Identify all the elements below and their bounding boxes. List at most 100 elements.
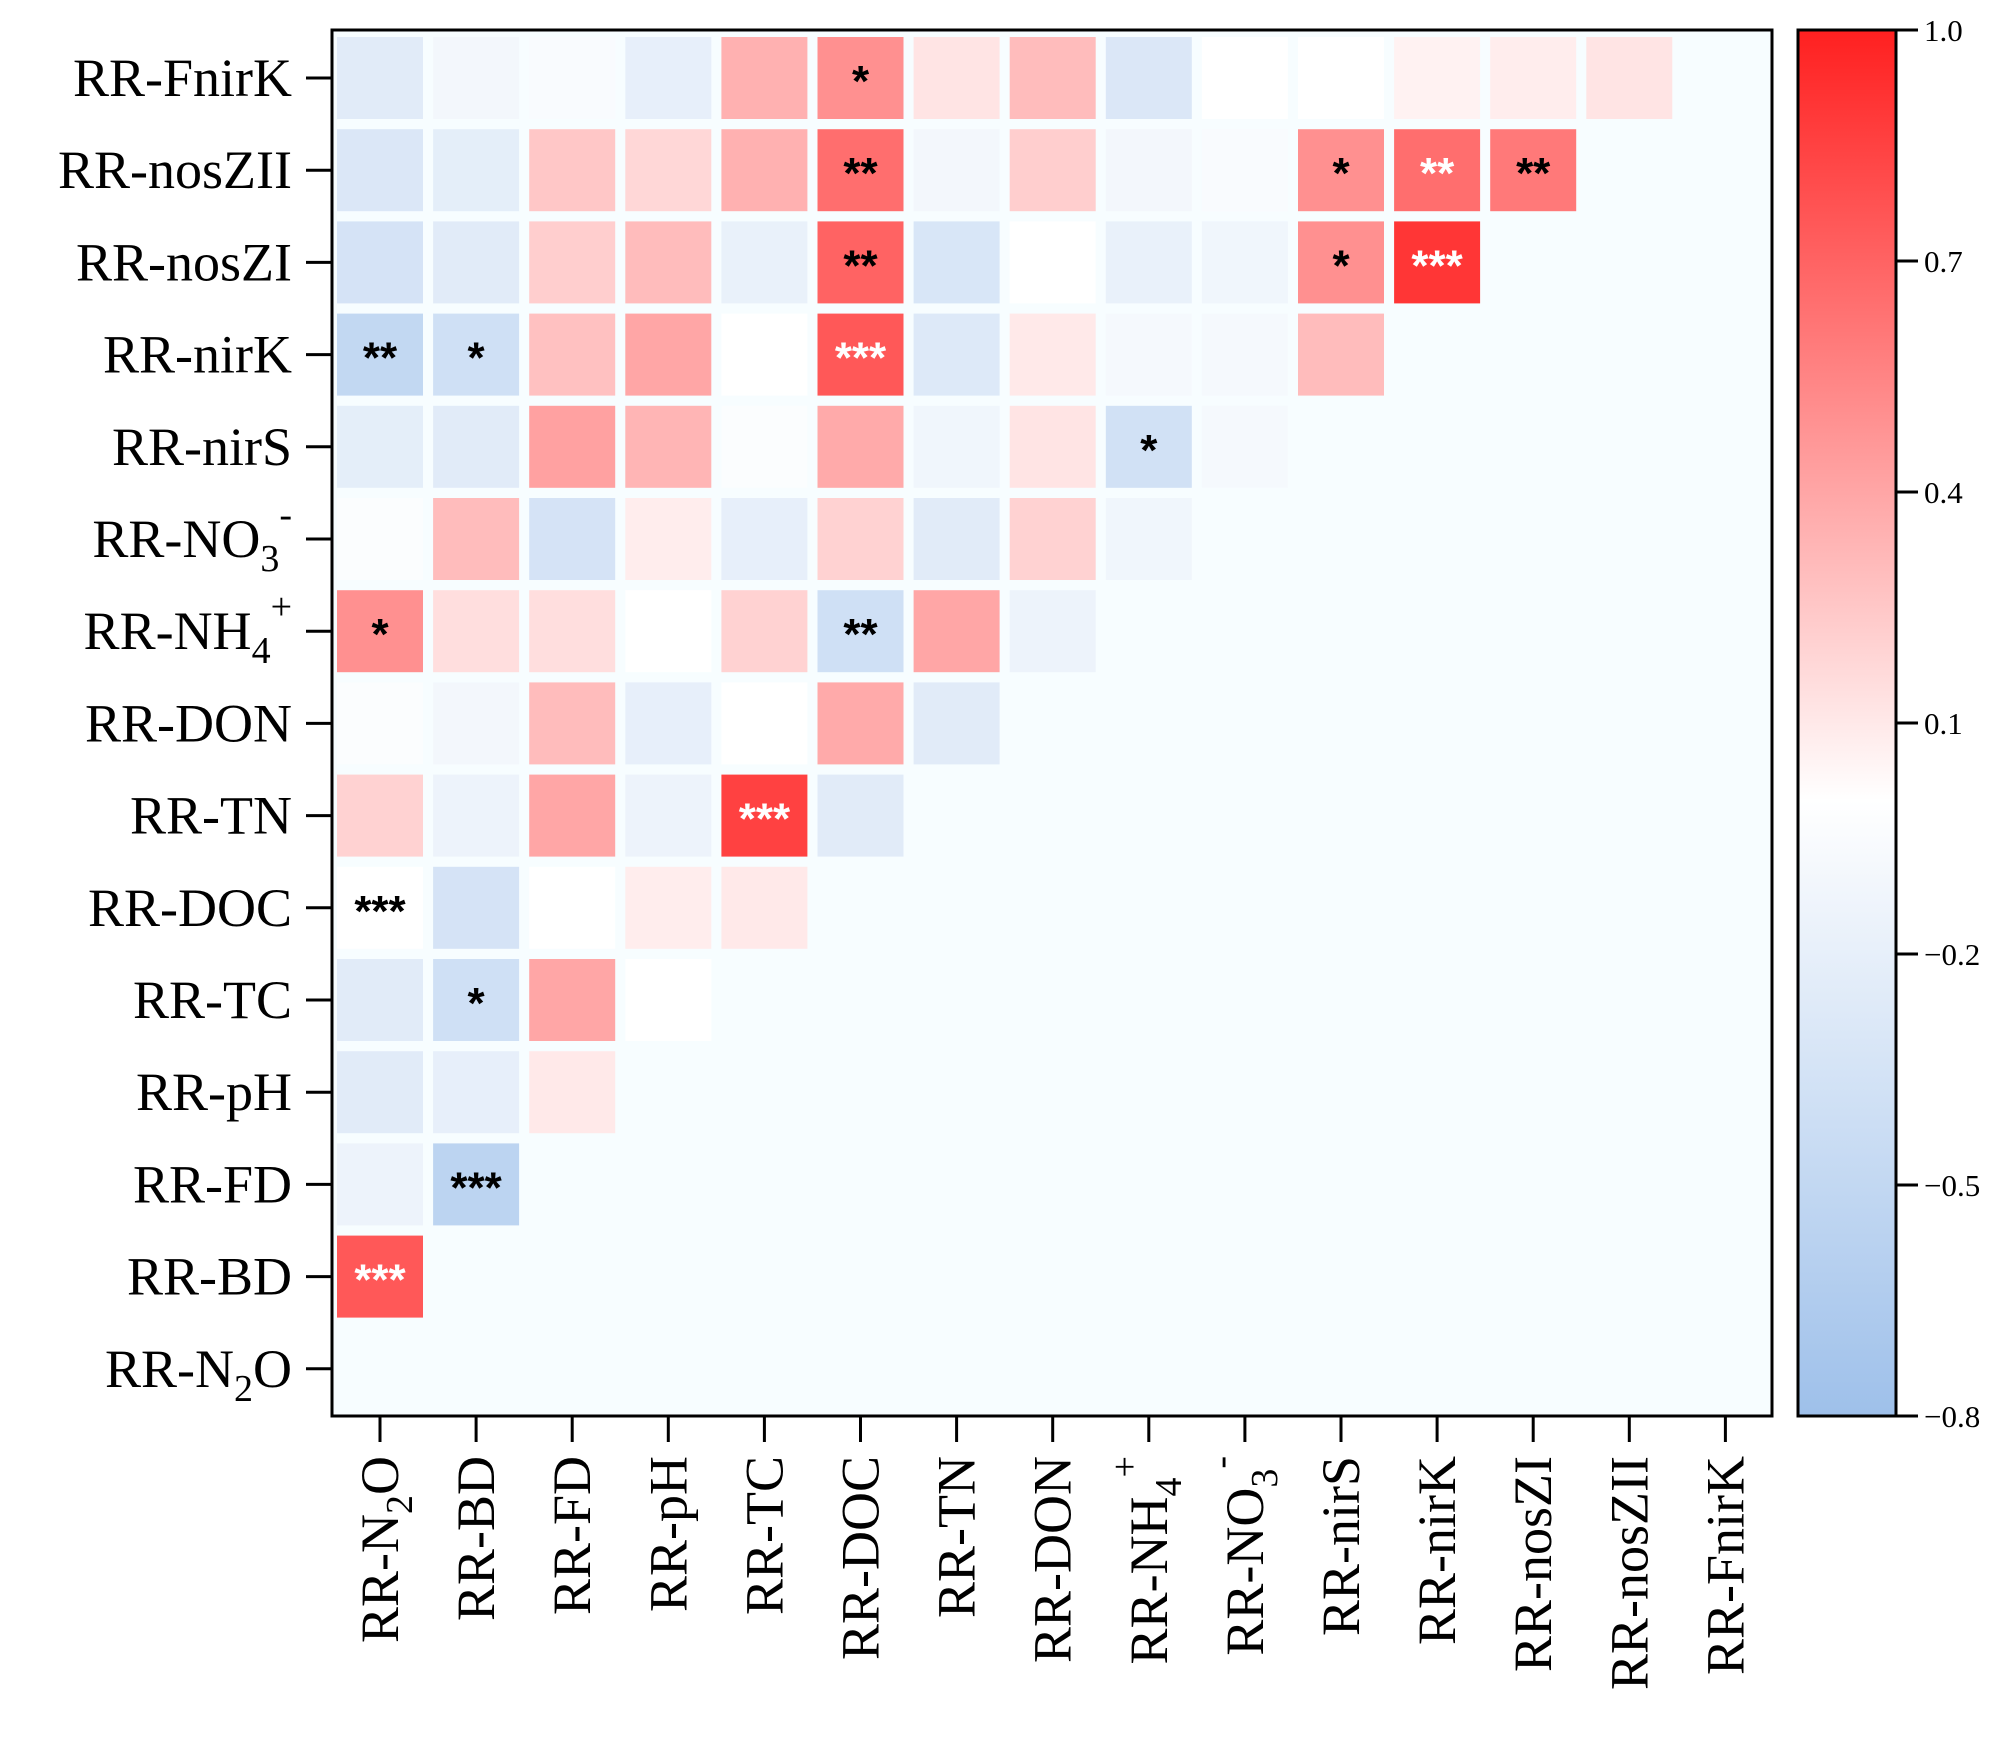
y-tick-label: RR-nirS <box>112 417 292 477</box>
heatmap-cell <box>1009 405 1096 488</box>
heatmap-cell <box>721 774 808 857</box>
significance-marker: *** <box>450 1163 502 1212</box>
significance-marker: ** <box>1516 149 1551 198</box>
heatmap-cell <box>913 313 1000 396</box>
heatmap-cell <box>721 866 808 949</box>
significance-marker: *** <box>1411 241 1463 290</box>
heatmap-cell <box>721 129 808 212</box>
heatmap-cell <box>625 129 712 212</box>
y-tick-label: RR-TN <box>130 786 292 846</box>
y-tick-label: RR-NH4+ <box>84 586 292 672</box>
heatmap-cell <box>1105 37 1192 119</box>
heatmap-cell <box>1105 405 1192 488</box>
heatmap-cell <box>1201 129 1288 212</box>
heatmap-cell <box>529 959 616 1041</box>
y-tick-label: RR-N2O <box>105 1339 292 1410</box>
heatmap-cell <box>337 774 423 857</box>
heatmap-cell <box>529 37 616 119</box>
heatmap-cell <box>625 590 712 673</box>
x-tick-label: RR-FnirK <box>1695 1456 1755 1675</box>
significance-marker: * <box>1332 149 1350 198</box>
heatmap-cell <box>625 959 712 1041</box>
heatmap-cell <box>433 129 520 212</box>
heatmap-cell <box>913 682 1000 765</box>
colorbar-tick-label: −0.5 <box>1924 1168 1980 1203</box>
y-tick-label: RR-nosZI <box>76 232 292 292</box>
heatmap-cell <box>1298 313 1384 396</box>
y-tick-label: RR-nirK <box>103 325 292 385</box>
heatmap-cell <box>1586 37 1673 119</box>
heatmap-cell <box>1009 37 1096 119</box>
significance-marker: * <box>1332 241 1350 290</box>
significance-marker: *** <box>835 334 887 383</box>
colorbar-tick-label: 0.7 <box>1924 244 1963 279</box>
heatmap-cell <box>913 590 1000 673</box>
heatmap-cell <box>433 221 520 304</box>
heatmap-cell <box>1105 221 1192 304</box>
heatmap-cell <box>721 221 808 304</box>
heatmap-cell <box>337 1051 423 1134</box>
heatmap-cell <box>1201 405 1288 488</box>
y-tick-label: RR-FnirK <box>73 48 292 108</box>
heatmap-cell <box>913 129 1000 212</box>
heatmap-cell <box>433 682 520 765</box>
heatmap-cell <box>721 498 808 580</box>
heatmap-cell <box>817 774 904 857</box>
y-tick-label: RR-pH <box>136 1062 292 1122</box>
significance-marker: * <box>852 57 870 106</box>
heatmap-cell <box>433 37 520 119</box>
colorbar-tick-label: 0.4 <box>1924 475 1963 510</box>
heatmap-cell <box>913 498 1000 580</box>
heatmap-cell <box>913 221 1000 304</box>
heatmap-cell <box>337 405 423 488</box>
heatmap-cell <box>529 405 616 488</box>
colorbar-tick-label: 1.0 <box>1924 13 1963 48</box>
heatmap-cell <box>1201 37 1288 119</box>
heatmap-cell <box>1105 129 1192 212</box>
heatmap-cell <box>337 221 423 304</box>
x-tick-label: RR-nosZII <box>1599 1456 1659 1690</box>
heatmap-cell <box>625 682 712 765</box>
heatmap-cell <box>817 590 904 673</box>
heatmap-cell <box>337 590 423 673</box>
heatmap-cell <box>817 682 904 765</box>
heatmap-cell <box>913 37 1000 119</box>
significance-marker: * <box>468 979 486 1028</box>
heatmap-cell <box>1298 221 1384 304</box>
heatmap-cell <box>817 498 904 580</box>
heatmap-cell <box>529 682 616 765</box>
heatmap-cell <box>433 313 520 396</box>
heatmap-cell <box>1394 129 1481 212</box>
heatmap-cell <box>817 129 904 212</box>
heatmap-cell <box>817 313 904 396</box>
significance-marker: *** <box>354 1256 406 1305</box>
heatmap-cell <box>721 37 808 119</box>
heatmap-cell <box>337 866 423 949</box>
heatmap-cell <box>1009 221 1096 304</box>
significance-marker: ** <box>843 149 878 198</box>
x-tick-label: RR-TC <box>734 1456 794 1615</box>
heatmap-cell <box>625 313 712 396</box>
x-tick-label: RR-NH4+ <box>1104 1456 1190 1664</box>
colorbar: 1.0 0.7 0.4 0.1 −0.2 −0.5 −0.8 <box>1796 13 1980 1434</box>
heatmap-cells <box>337 37 1673 1318</box>
heatmap-cell <box>337 682 423 765</box>
y-tick-label: RR-NO3- <box>92 494 292 580</box>
heatmap-cell <box>529 774 616 857</box>
y-tick-label: RR-TC <box>133 970 292 1030</box>
significance-marker: *** <box>739 795 791 844</box>
heatmap-cell <box>1490 129 1577 212</box>
heatmap-cell <box>337 313 423 396</box>
heatmap-cell <box>1298 37 1384 119</box>
heatmap-cell <box>433 405 520 488</box>
x-axis: RR-N2O RR-BD RR-FD RR-pH RR-TC RR-DOC RR-TN RR-… <box>350 1416 1755 1690</box>
heatmap-cell <box>337 129 423 212</box>
colorbar-tick-label: 0.1 <box>1924 706 1963 741</box>
heatmap-cell <box>433 1051 520 1134</box>
x-tick-label: RR-TN <box>927 1456 987 1618</box>
heatmap-cell <box>817 37 904 119</box>
colorbar-tick-label: −0.8 <box>1924 1399 1980 1434</box>
heatmap-cell <box>529 866 616 949</box>
heatmap-cell <box>625 221 712 304</box>
